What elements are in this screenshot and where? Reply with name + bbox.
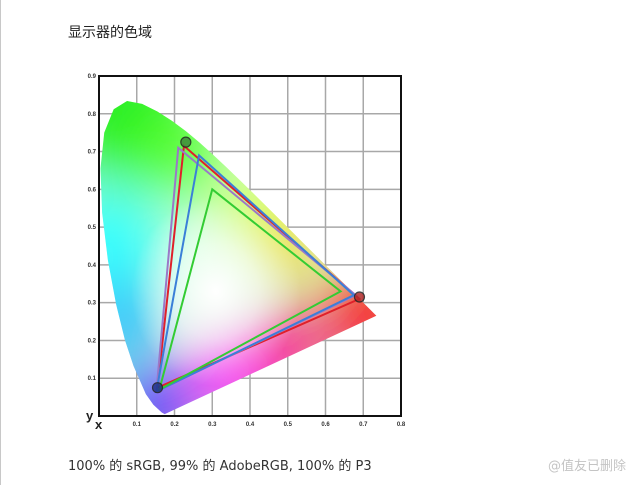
tick-labels: 0.1 0.2 0.3 0.4 0.5 0.6 0.7 0.8 0.1 0.2 0.3 0.4 0.5 0… bbox=[88, 74, 406, 428]
gamut-triangles bbox=[155, 143, 362, 394]
primary-marker bbox=[151, 382, 164, 394]
gamut-triangle bbox=[156, 143, 362, 390]
section-title: 显示器的色域 bbox=[68, 25, 152, 41]
y-tick-label: 0.7 bbox=[88, 150, 97, 156]
y-tick-label: 0.6 bbox=[88, 187, 97, 193]
color-blob bbox=[115, 368, 196, 415]
page-edge bbox=[0, 0, 1, 485]
y-tick-label: 0.9 bbox=[88, 74, 97, 80]
y-tick-label: 0.1 bbox=[88, 376, 97, 382]
x-tick-label: 0.3 bbox=[208, 422, 217, 428]
y-tick-label: 0.2 bbox=[88, 338, 97, 344]
x-axis-label: x bbox=[95, 417, 103, 432]
y-axis-label: y bbox=[86, 408, 94, 423]
watermark: @值友已删除 bbox=[547, 459, 626, 474]
x-tick-label: 0.2 bbox=[170, 422, 179, 428]
spectral-locus-fill bbox=[100, 101, 377, 415]
primary-markers bbox=[151, 136, 366, 394]
y-tick-label: 0.8 bbox=[88, 112, 97, 118]
x-tick-label: 0.6 bbox=[321, 422, 330, 428]
plot-frame bbox=[98, 75, 402, 417]
x-tick-label: 0.7 bbox=[359, 422, 368, 428]
y-tick-label: 0.3 bbox=[88, 301, 97, 307]
x-tick-label: 0.8 bbox=[397, 422, 406, 428]
x-tick-label: 0.5 bbox=[284, 422, 293, 428]
y-tick-label: 0.5 bbox=[88, 225, 97, 231]
primary-marker bbox=[180, 136, 192, 148]
primary-marker bbox=[353, 291, 366, 303]
x-tick-label: 0.1 bbox=[133, 422, 142, 428]
y-tick-label: 0.4 bbox=[88, 263, 97, 269]
caption: 100% 的 sRGB, 99% 的 AdobeRGB, 100% 的 P3 bbox=[68, 459, 372, 474]
gamut-triangle bbox=[155, 153, 356, 394]
gamut-triangle bbox=[157, 187, 343, 392]
x-tick-label: 0.4 bbox=[246, 422, 255, 428]
